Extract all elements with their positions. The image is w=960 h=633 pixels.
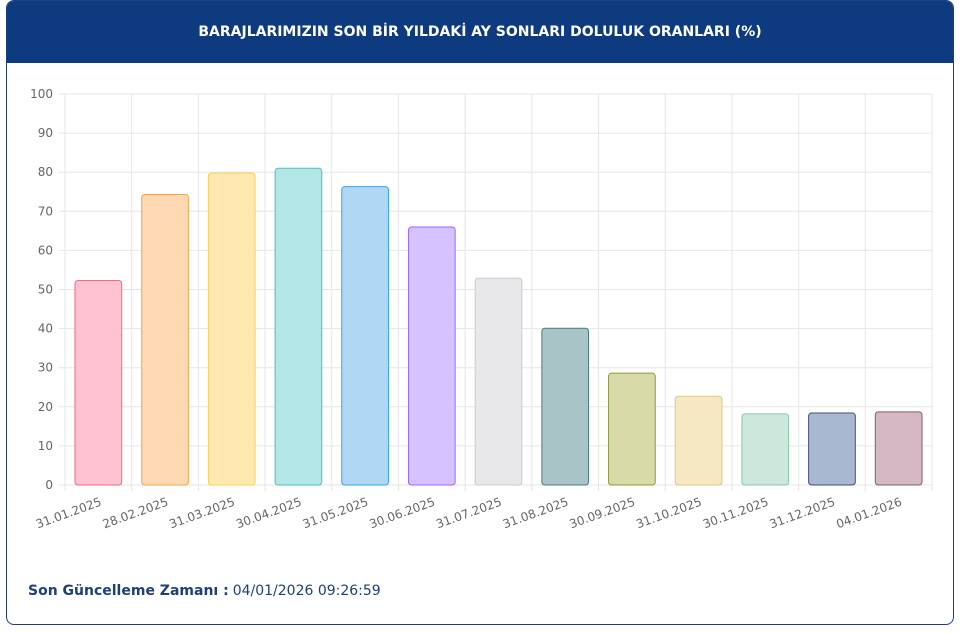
- y-tick-label: 90: [38, 126, 53, 140]
- bar: [207, 172, 256, 486]
- bar: [407, 226, 456, 486]
- bar: [341, 186, 389, 486]
- y-tick-label: 30: [38, 361, 53, 375]
- bar: [541, 327, 590, 486]
- bar: [874, 411, 923, 486]
- x-tick-label: 31.03.2025: [167, 495, 236, 532]
- x-tick-label: 30.09.2025: [568, 495, 637, 532]
- y-tick-label: 40: [38, 322, 53, 336]
- y-tick-label: 10: [38, 439, 53, 453]
- y-tick-label: 0: [45, 478, 53, 492]
- card: BARAJLARIMIZIN SON BİR YILDAKİ AY SONLAR…: [6, 0, 954, 625]
- x-tick-label: 28.02.2025: [101, 495, 170, 532]
- x-tick-label: 31.01.2025: [34, 495, 103, 532]
- bar: [608, 372, 656, 486]
- y-tick-label: 50: [38, 283, 53, 297]
- x-tick-label: 31.07.2025: [434, 495, 503, 532]
- y-tick-label: 60: [38, 243, 53, 257]
- x-tick-label: 30.04.2025: [234, 495, 303, 532]
- x-tick-label: 04.01.2026: [834, 495, 903, 532]
- footer-value: 04/01/2026 09:26:59: [232, 583, 381, 599]
- x-tick-label: 30.11.2025: [701, 495, 770, 532]
- x-tick-label: 31.08.2025: [501, 495, 570, 532]
- bar: [274, 167, 323, 486]
- y-tick-label: 80: [38, 165, 53, 179]
- x-tick-label: 31.10.2025: [634, 495, 703, 532]
- bar: [74, 280, 123, 486]
- y-tick-label: 100: [30, 87, 53, 101]
- footer-label: Son Güncelleme Zamanı :: [28, 583, 229, 599]
- bar: [674, 395, 723, 486]
- bar: [741, 413, 790, 486]
- footer: Son Güncelleme Zamanı :04/01/2026 09:26:…: [28, 583, 381, 599]
- bar: [474, 277, 523, 486]
- y-tick-label: 70: [38, 204, 53, 218]
- x-tick-label: 31.12.2025: [768, 495, 837, 532]
- x-tick-label: 30.06.2025: [367, 495, 436, 532]
- header-title: BARAJLARIMIZIN SON BİR YILDAKİ AY SONLAR…: [7, 1, 953, 63]
- x-tick-label: 31.05.2025: [301, 495, 370, 532]
- bar: [808, 412, 856, 486]
- bar: [141, 193, 189, 486]
- y-tick-label: 20: [38, 400, 53, 414]
